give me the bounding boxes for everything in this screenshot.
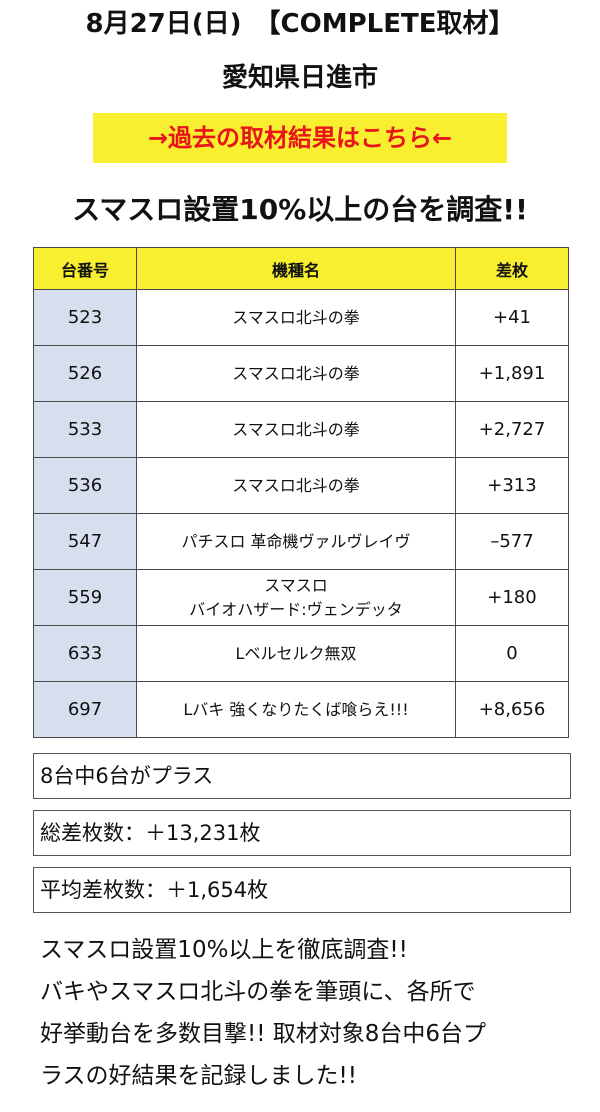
coin-difference: +180 (455, 569, 569, 626)
table-row: 697 Lバキ 強くなりたくば喰らえ!!! +8,656 (33, 681, 569, 738)
column-header-coin-difference: 差枚 (455, 247, 569, 290)
machine-name-line: バイオハザード:ヴェンデッタ (189, 599, 403, 619)
machine-name-line: スマスロ北斗の拳 (232, 307, 360, 327)
table-row: 533 スマスロ北斗の拳 +2,727 (33, 401, 569, 458)
machine-name: パチスロ 革命機ヴァルヴレイヴ (136, 513, 456, 570)
machine-name-line: スマスロ北斗の拳 (232, 363, 360, 383)
closing-line: 好挙動台を多数目撃!! 取材対象8台中6台プ (40, 1021, 487, 1047)
table-row: 526 スマスロ北斗の拳 +1,891 (33, 345, 569, 402)
location-subtitle: 愛知県日進市 (221, 63, 378, 93)
coin-difference: –577 (455, 513, 569, 570)
machine-name: スマスロ北斗の拳 (136, 457, 456, 514)
table-row: 559 スマスロバイオハザード:ヴェンデッタ +180 (33, 569, 569, 626)
column-header-machine-number: 台番号 (33, 247, 137, 290)
coin-difference: +41 (455, 289, 569, 346)
machine-name: スマスロバイオハザード:ヴェンデッタ (136, 569, 456, 626)
survey-heading: スマスロ設置10%以上の台を調査!! (72, 193, 528, 226)
machine-name-line: スマスロ北斗の拳 (232, 419, 360, 439)
machine-number: 559 (33, 569, 137, 626)
machine-name-line: スマスロ北斗の拳 (232, 475, 360, 495)
table-row: 536 スマスロ北斗の拳 +313 (33, 457, 569, 514)
machine-number: 697 (33, 681, 137, 738)
column-header-machine-name: 機種名 (136, 247, 456, 290)
closing-line: ラスの好結果を記録しました!! (40, 1063, 357, 1089)
summary-total-difference: 総差枚数：＋13,231枚 (33, 810, 571, 856)
machine-name-line: Lベルセルク無双 (235, 643, 357, 663)
machine-number: 523 (33, 289, 137, 346)
coin-difference: +313 (455, 457, 569, 514)
summary-average-difference: 平均差枚数：＋1,654枚 (33, 867, 571, 913)
machine-name: スマスロ北斗の拳 (136, 401, 456, 458)
machine-number: 536 (33, 457, 137, 514)
machine-number: 547 (33, 513, 137, 570)
closing-paragraph: スマスロ設置10%以上を徹底調査!! バキやスマスロ北斗の拳を筆頭に、各所で 好… (40, 929, 565, 1097)
machine-name-line: Lバキ 強くなりたくば喰らえ!!! (183, 699, 409, 719)
page-title: 8月27日(日) 【COMPLETE取材】 (85, 9, 515, 39)
machine-number: 633 (33, 625, 137, 682)
table-row: 547 パチスロ 革命機ヴァルヴレイヴ –577 (33, 513, 569, 570)
machine-number: 533 (33, 401, 137, 458)
machine-name-line: スマスロ (264, 575, 328, 595)
coin-difference: +8,656 (455, 681, 569, 738)
coin-difference: +2,727 (455, 401, 569, 458)
machine-name: スマスロ北斗の拳 (136, 289, 456, 346)
machine-name: スマスロ北斗の拳 (136, 345, 456, 402)
table-row: 633 Lベルセルク無双 0 (33, 625, 569, 682)
machine-number: 526 (33, 345, 137, 402)
coin-difference: +1,891 (455, 345, 569, 402)
table-header-row: 台番号 機種名 差枚 (33, 247, 569, 290)
coin-difference: 0 (455, 625, 569, 682)
results-table: 台番号 機種名 差枚 523 スマスロ北斗の拳 +41 526 スマスロ北斗の拳… (33, 247, 569, 738)
summary-plus-count: 8台中6台がプラス (33, 753, 571, 799)
closing-line: バキやスマスロ北斗の拳を筆頭に、各所で (40, 979, 476, 1005)
past-results-link[interactable]: →過去の取材結果はこちら← (93, 113, 507, 163)
machine-name: Lバキ 強くなりたくば喰らえ!!! (136, 681, 456, 738)
machine-name: Lベルセルク無双 (136, 625, 456, 682)
table-row: 523 スマスロ北斗の拳 +41 (33, 289, 569, 346)
machine-name-line: パチスロ 革命機ヴァルヴレイヴ (181, 531, 411, 551)
closing-line: スマスロ設置10%以上を徹底調査!! (40, 937, 408, 963)
